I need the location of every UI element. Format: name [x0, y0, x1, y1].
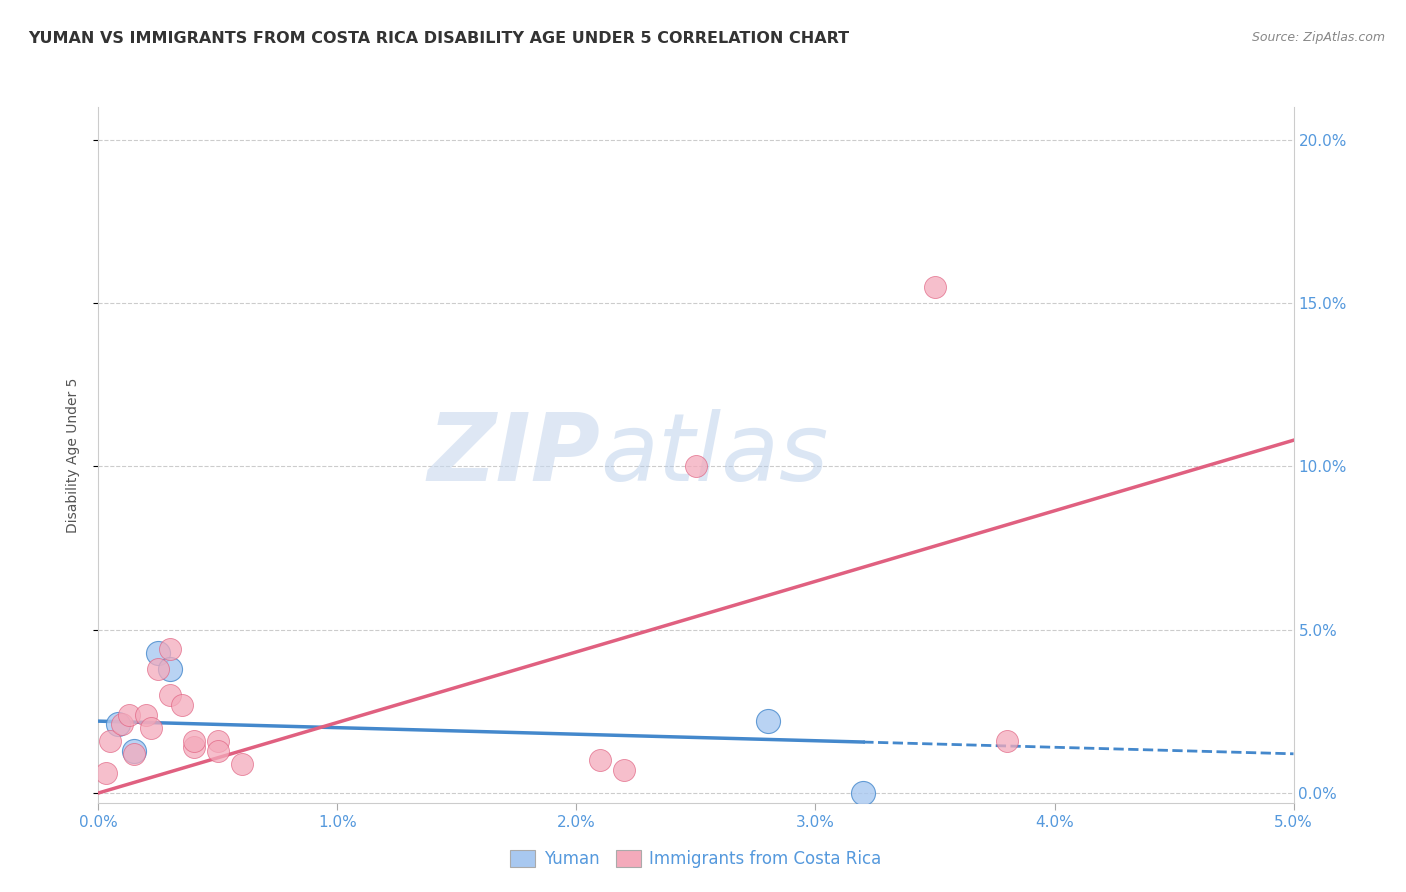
Point [183, 733, 205, 747]
Point [207, 733, 229, 747]
Point [995, 733, 1018, 747]
Point [124, 747, 146, 761]
Point [111, 717, 134, 731]
Text: YUMAN VS IMMIGRANTS FROM COSTA RICA DISABILITY AGE UNDER 5 CORRELATION CHART: YUMAN VS IMMIGRANTS FROM COSTA RICA DISA… [28, 31, 849, 46]
Text: Source: ZipAtlas.com: Source: ZipAtlas.com [1251, 31, 1385, 45]
Point [159, 662, 181, 676]
Point [118, 707, 141, 722]
Point [172, 698, 194, 712]
Point [98, 733, 122, 747]
Point [135, 707, 157, 722]
Point [207, 743, 229, 757]
Y-axis label: Disability Age Under 5: Disability Age Under 5 [66, 377, 80, 533]
Point [924, 279, 946, 293]
Point [94, 766, 117, 780]
Point [685, 459, 707, 474]
Point [124, 743, 146, 757]
Text: atlas: atlas [600, 409, 828, 500]
Point [613, 763, 636, 777]
Point [589, 753, 612, 767]
Point [148, 662, 170, 676]
Point [231, 756, 253, 771]
Point [159, 688, 181, 702]
Text: ZIP: ZIP [427, 409, 600, 501]
Point [148, 646, 170, 660]
Legend: Yuman, Immigrants from Costa Rica: Yuman, Immigrants from Costa Rica [503, 843, 889, 874]
Point [139, 721, 162, 735]
Point [183, 740, 205, 755]
Point [159, 642, 181, 657]
Point [107, 717, 129, 731]
Point [756, 714, 779, 728]
Point [852, 786, 875, 800]
